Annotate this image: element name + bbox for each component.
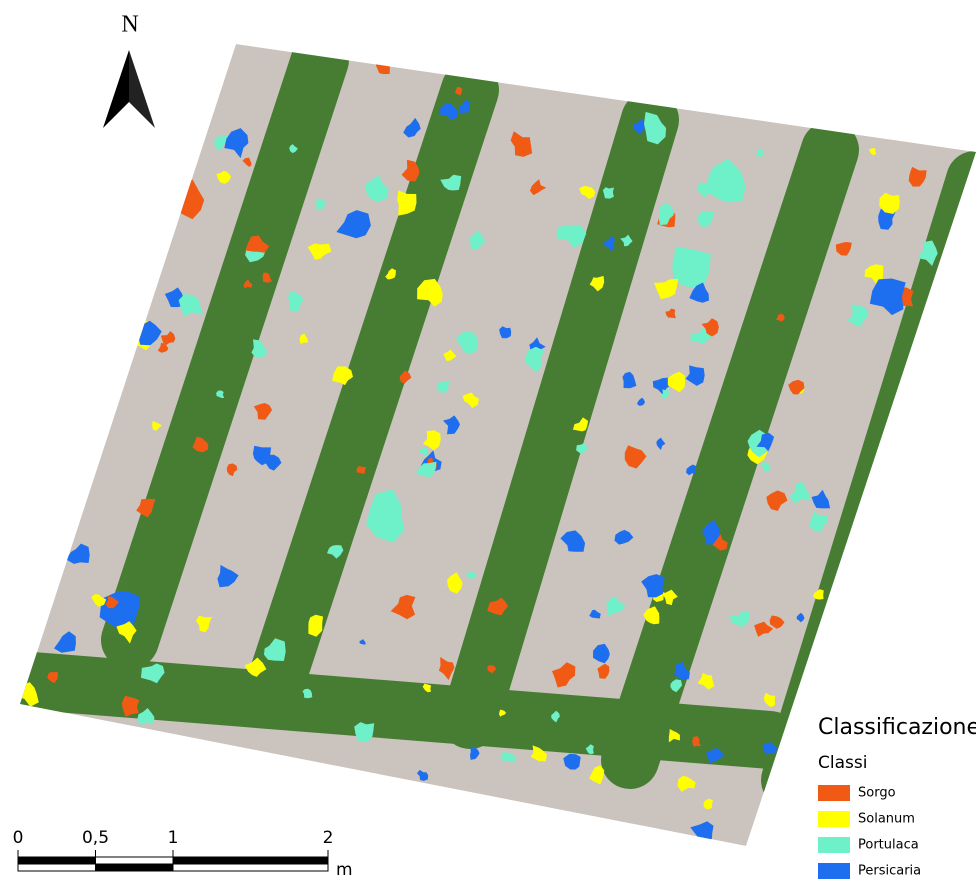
- scale-segment: [96, 857, 174, 864]
- legend-label: Sorgo: [858, 786, 896, 801]
- legend-title: Classificazione: [818, 715, 976, 740]
- scale-label: 1: [168, 828, 179, 848]
- scale-bar: 0 0,5 1 2m: [13, 828, 353, 880]
- legend-label: Persicaria: [858, 864, 921, 879]
- scale-segment: [173, 864, 328, 871]
- scale-label: 0: [13, 828, 24, 848]
- map: N 0 0,5 1 2m Classificazione Classi Sorgo So…: [0, 0, 976, 882]
- legend-swatch: [818, 837, 850, 853]
- scale-segment: [96, 864, 174, 871]
- north-label: N: [121, 12, 138, 38]
- legend-label: Solanum: [858, 812, 915, 827]
- scale-label: 0,5: [82, 828, 109, 848]
- scale-segment: [18, 857, 96, 864]
- legend-swatch: [818, 863, 850, 879]
- legend-swatch: [818, 785, 850, 801]
- legend-swatch: [818, 811, 850, 827]
- scale-unit: m: [336, 860, 353, 880]
- legend-label: Portulaca: [858, 838, 919, 853]
- scale-segment: [18, 864, 96, 871]
- arrow-right: [129, 50, 155, 128]
- legend: Classificazione Classi Sorgo Solanum Portu…: [818, 715, 976, 879]
- arrow-left: [103, 50, 129, 128]
- scale-label: 2: [323, 828, 334, 848]
- scale-segment: [173, 857, 328, 864]
- north-arrow: N: [103, 12, 155, 129]
- legend-subtitle: Classi: [818, 753, 867, 773]
